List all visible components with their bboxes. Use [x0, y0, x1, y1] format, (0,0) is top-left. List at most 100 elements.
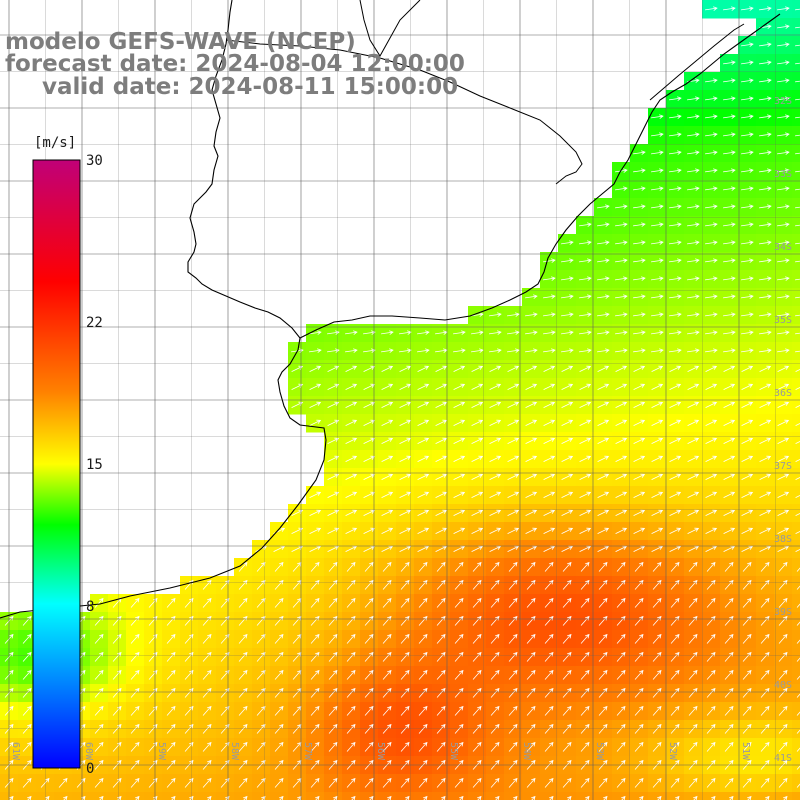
wind-arrow	[309, 383, 322, 390]
wind-arrow	[579, 365, 592, 372]
wind-arrow	[759, 509, 772, 516]
wind-arrow	[777, 419, 790, 426]
wind-arrow	[652, 687, 662, 698]
wind-arrow	[705, 132, 718, 137]
wind-arrow	[778, 561, 788, 572]
wind-speed-cell	[414, 792, 433, 800]
wind-arrow	[651, 419, 664, 426]
wind-arrow	[472, 597, 482, 608]
wind-arrow	[634, 597, 644, 608]
wind-arrow	[759, 348, 772, 353]
wind-arrow	[796, 657, 800, 662]
wind-arrow	[399, 330, 412, 335]
wind-arrow	[508, 651, 518, 662]
wind-arrow	[760, 561, 770, 572]
wind-arrow	[472, 705, 482, 716]
wind-arrow	[669, 168, 682, 173]
wind-arrow	[741, 60, 754, 65]
wind-arrow	[490, 741, 500, 752]
wind-arrow	[130, 705, 140, 716]
wind-arrow	[759, 6, 772, 11]
wind-arrow	[615, 204, 628, 209]
wind-arrow	[633, 527, 646, 534]
wind-arrow	[723, 6, 736, 11]
wind-arrow	[507, 312, 520, 317]
wind-arrow	[561, 419, 574, 426]
wind-arrow	[328, 669, 338, 680]
wind-arrow	[669, 491, 682, 498]
wind-arrow	[363, 437, 376, 444]
wind-speed-cell	[144, 792, 163, 800]
wind-arrow	[597, 365, 610, 372]
colorbar-tick-label: 15	[86, 457, 103, 473]
wind-arrow	[562, 561, 572, 572]
wind-arrow	[279, 795, 284, 800]
wind-speed-cell	[792, 288, 800, 307]
wind-arrow	[705, 276, 718, 281]
wind-arrow	[99, 795, 104, 800]
longitude-label: 51W	[740, 742, 751, 761]
wind-arrow	[400, 633, 410, 644]
wind-arrow	[705, 78, 718, 83]
wind-arrow	[202, 687, 212, 698]
wind-speed-cell	[234, 792, 253, 800]
wind-arrow	[454, 777, 464, 788]
latitude-label: 35S	[774, 315, 792, 326]
wind-arrow	[633, 419, 646, 426]
wind-arrow	[706, 669, 716, 680]
wind-arrow	[220, 741, 230, 752]
coastline	[0, 0, 781, 619]
wind-arrow	[274, 741, 284, 752]
wind-arrow	[561, 240, 574, 245]
longitude-label: 61W	[10, 742, 21, 761]
wind-arrow	[508, 777, 518, 788]
wind-arrow	[615, 419, 628, 426]
wind-speed-cell	[792, 648, 800, 667]
wind-arrow	[417, 419, 430, 426]
wind-arrow	[651, 455, 664, 462]
wind-arrow	[489, 491, 502, 498]
longitude-labels: 61W 60W 59W 58W 57W 56W 55W 54W 53W 52W 51W	[10, 742, 751, 761]
wind-arrow	[363, 348, 376, 353]
wind-arrow	[436, 723, 446, 734]
wind-arrow	[543, 491, 556, 498]
wind-arrow	[688, 705, 698, 716]
wind-arrow	[760, 597, 770, 608]
wind-arrow	[435, 491, 448, 498]
wind-arrow	[669, 258, 682, 263]
wind-arrow	[507, 455, 520, 462]
wind-arrow	[418, 651, 428, 662]
wind-arrow	[526, 579, 536, 590]
uruguay-coast-path	[299, 13, 781, 339]
wind-arrow	[742, 777, 752, 788]
wind-arrow	[759, 419, 772, 426]
wind-arrow	[796, 765, 800, 770]
wind-arrow	[238, 669, 248, 680]
wind-arrow	[688, 651, 698, 662]
latitude-labels: 32S 33S 34S 35S 36S 37S 38S 39S 40S 41S	[774, 96, 792, 764]
wind-speed-cell	[792, 486, 800, 505]
wind-arrow	[796, 729, 800, 734]
wind-arrow	[543, 455, 556, 462]
wind-arrow	[795, 188, 800, 191]
wind-arrow	[490, 687, 500, 698]
wind-arrow	[759, 150, 772, 155]
wind-arrow	[760, 705, 770, 716]
wind-arrow	[597, 276, 610, 281]
wind-arrow	[418, 777, 428, 788]
wind-arrow	[777, 437, 790, 444]
wind-arrow	[598, 579, 608, 590]
wind-arrow	[616, 777, 626, 788]
wind-arrow	[531, 795, 536, 800]
wind-arrow	[489, 419, 502, 426]
wind-arrow	[81, 795, 86, 800]
wind-speed-cell	[594, 792, 613, 800]
wind-arrow	[543, 527, 556, 534]
longitude-label: 60W	[83, 742, 94, 761]
wind-arrow	[616, 705, 626, 716]
wind-arrow	[453, 401, 466, 408]
wind-speed-cell	[216, 792, 235, 800]
wind-arrow	[525, 294, 538, 299]
wind-arrow	[417, 455, 430, 462]
wind-speed-cell	[72, 792, 91, 800]
